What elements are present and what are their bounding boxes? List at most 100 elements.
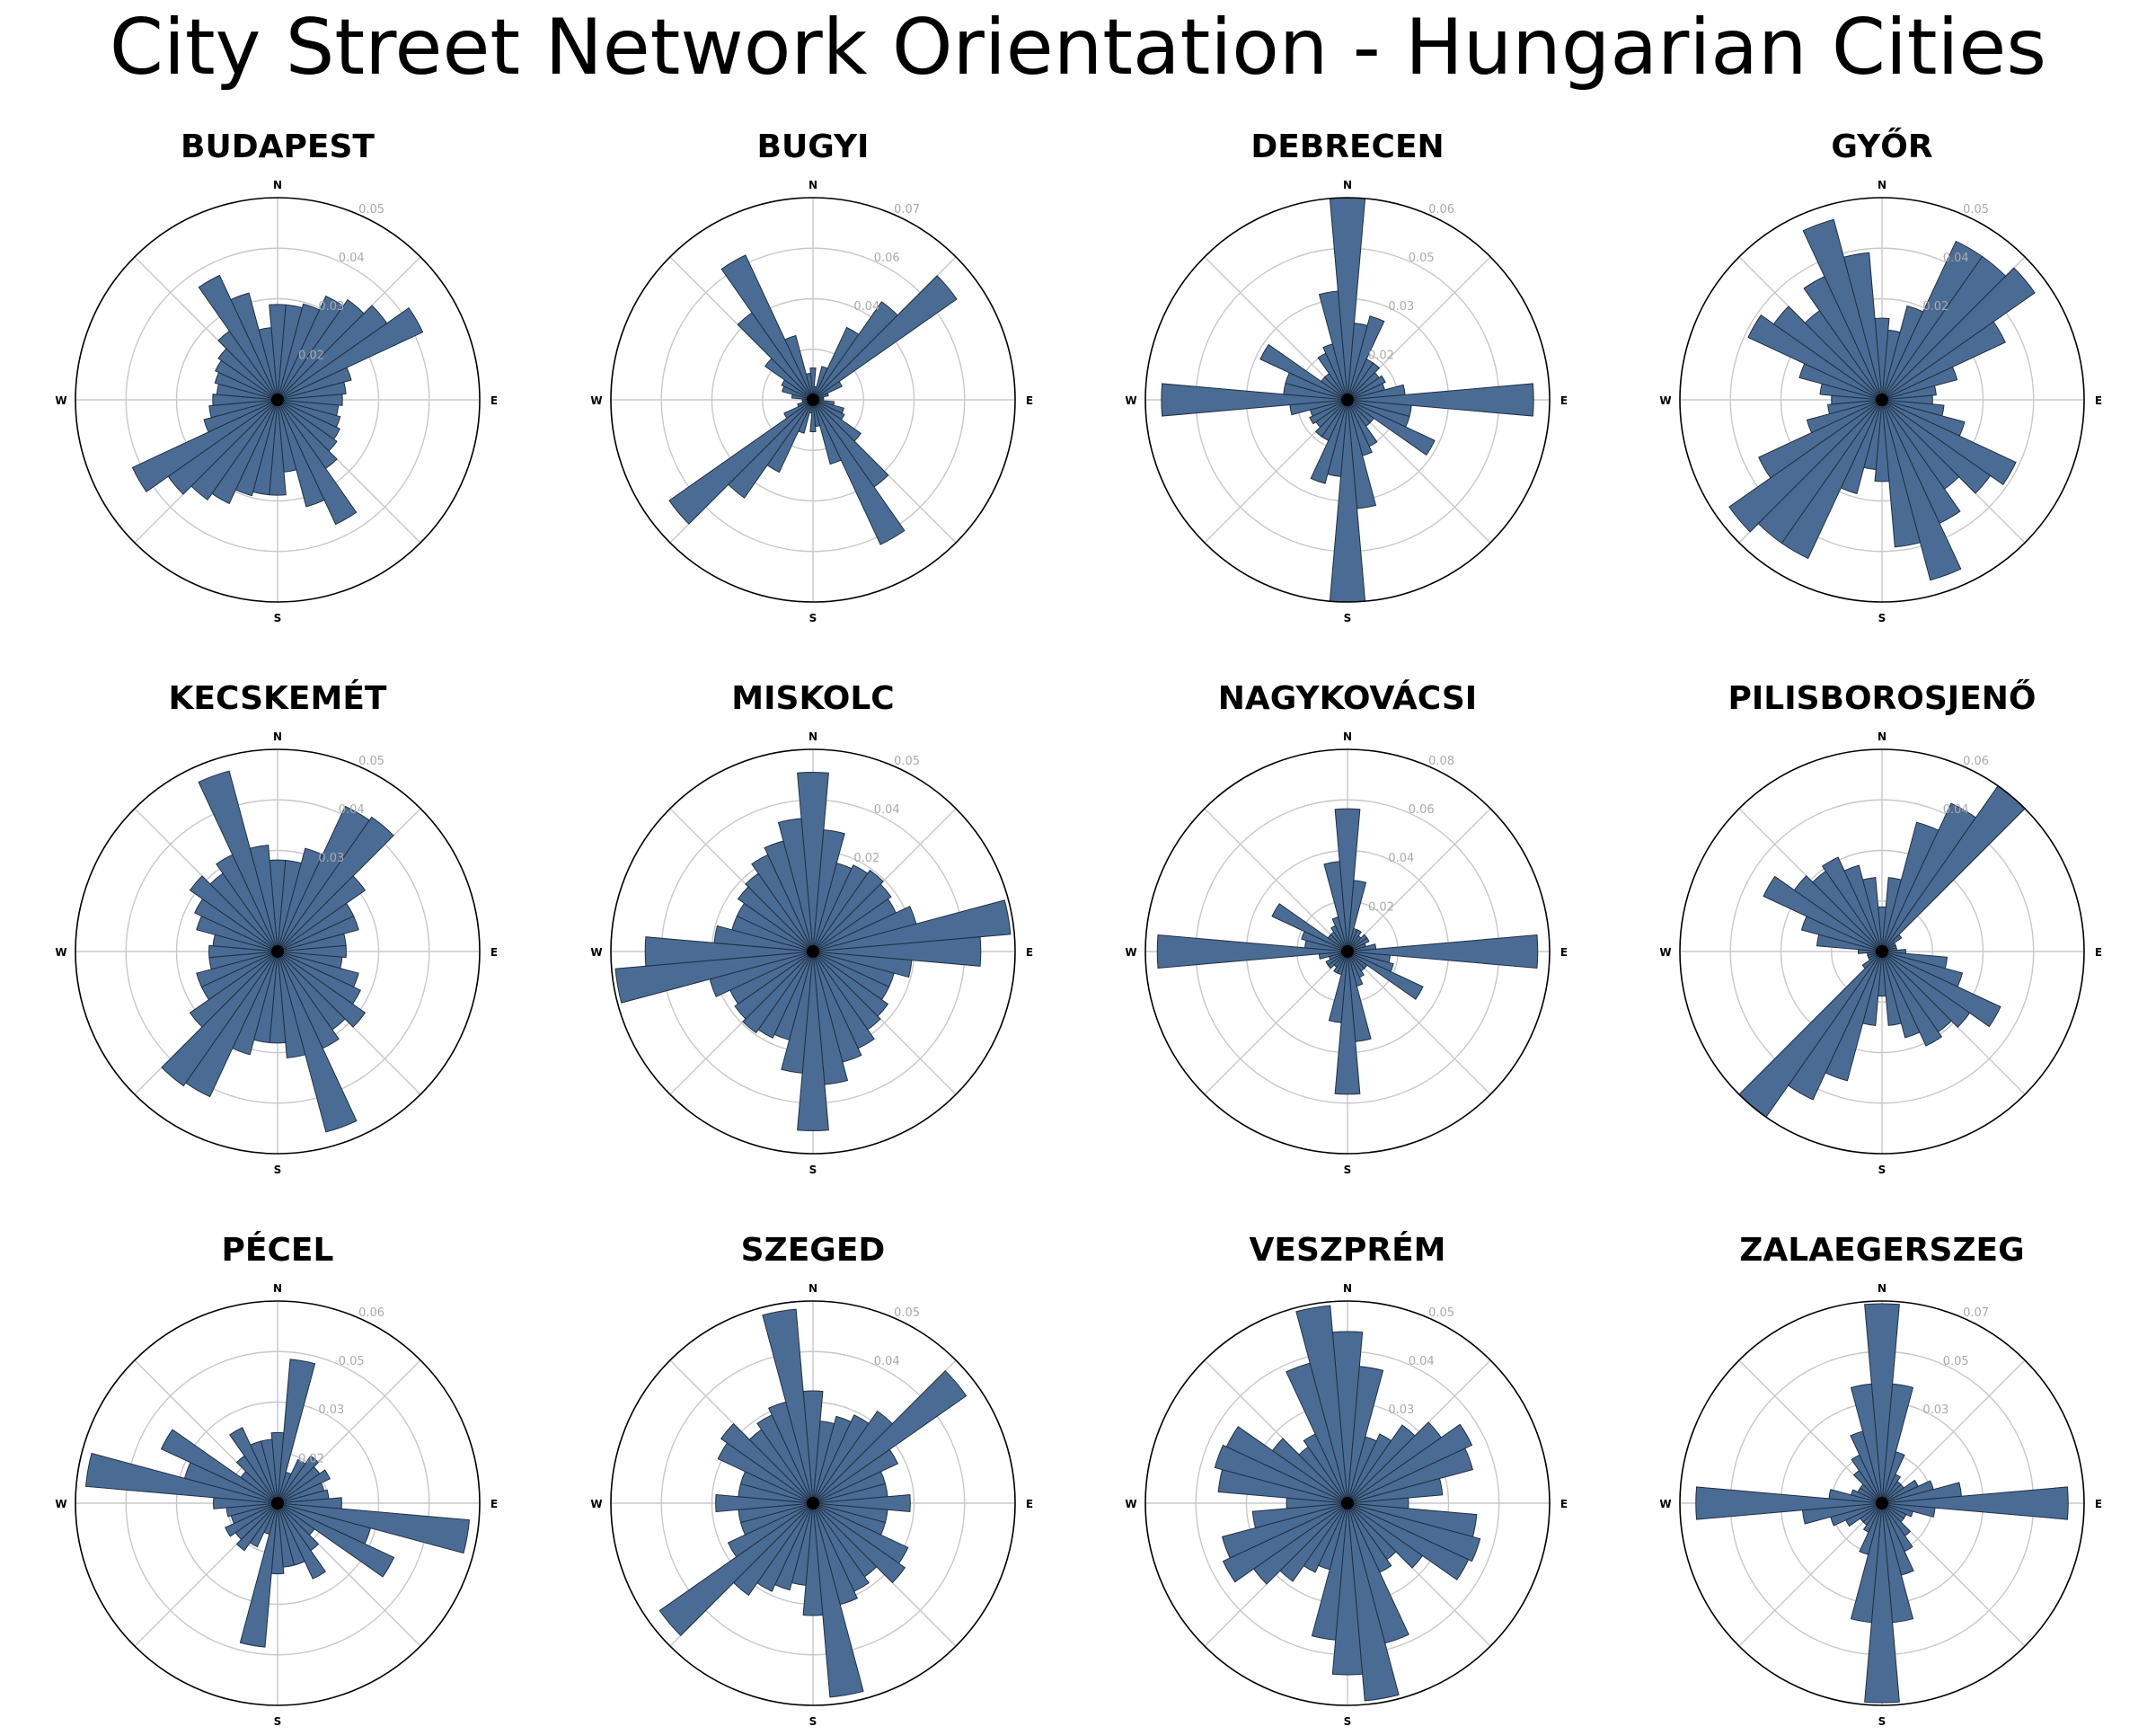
direction-label: S (809, 1164, 817, 1176)
direction-label: S (1878, 1164, 1886, 1176)
direction-label: W (590, 946, 602, 959)
center-hub (271, 945, 284, 958)
orientation-bar (1881, 399, 1922, 548)
center-hub (807, 945, 819, 958)
chart-title: BUGYI (757, 128, 870, 165)
orientation-bar (1221, 1502, 1348, 1559)
orientation-bar (277, 944, 347, 959)
orientation-bar (1347, 1477, 1444, 1504)
orientation-bar (1881, 934, 1903, 952)
direction-label: E (1026, 1498, 1033, 1510)
radial-tick-label: 0.05 (358, 755, 384, 768)
polar-chart: PÉCEL 0.02 0.03 0.05 0.06 N E S W (55, 1231, 498, 1728)
direction-label: E (1026, 394, 1033, 407)
center-hub (271, 394, 284, 406)
radial-tick-label: 0.06 (1409, 803, 1435, 817)
orientation-bar (1802, 218, 1883, 401)
radial-tick-label: 0.03 (318, 852, 344, 865)
direction-label: W (1659, 1498, 1671, 1510)
chart-title: VESZPRÉM (1249, 1231, 1445, 1269)
outer-ring (1144, 1300, 1551, 1706)
orientation-bar (1222, 1502, 1348, 1583)
orientation-bar (1347, 362, 1381, 401)
center-hub (1341, 945, 1354, 958)
orientation-bar (1861, 951, 1883, 969)
orientation-bar (720, 1422, 814, 1504)
radial-tick-label: 0.04 (1943, 252, 1969, 265)
radial-tick-label: 0.04 (1943, 803, 1969, 817)
grid-spoke (1347, 399, 1491, 544)
center-hub (271, 1497, 284, 1509)
orientation-bar (812, 1369, 968, 1504)
orientation-bar (1787, 951, 1883, 1101)
radial-tick-label: 0.04 (1409, 1355, 1435, 1368)
direction-label: N (1343, 179, 1352, 191)
orientation-bar (229, 1427, 278, 1504)
orientation-bar (812, 869, 884, 952)
orientation-bar (812, 275, 958, 401)
center-hub (1876, 945, 1888, 958)
orientation-bar (1881, 951, 1921, 1039)
orientation-bar (277, 399, 325, 508)
direction-label: E (1026, 946, 1033, 959)
orientation-bar (1881, 321, 2006, 401)
direction-label: N (808, 730, 817, 743)
outer-ring (75, 197, 481, 603)
orientation-bar (277, 367, 352, 401)
orientation-bar (189, 951, 278, 1028)
direction-label: N (1878, 730, 1886, 743)
direction-label: S (1878, 612, 1886, 624)
radial-tick-label: 0.05 (1963, 203, 1989, 217)
direction-label: W (590, 1498, 602, 1510)
orientation-bar (1881, 399, 1992, 494)
polar-chart: GYŐR 0.02 0.04 0.05 N E S W (1659, 128, 2102, 624)
orientation-bar (720, 254, 814, 401)
outer-ring (610, 197, 1016, 603)
direction-label: N (1878, 1282, 1886, 1295)
chart-title: BUDAPEST (181, 128, 375, 165)
radial-tick-label: 0.03 (318, 1403, 344, 1417)
radial-tick-label: 0.03 (318, 300, 344, 314)
orientation-bar (777, 818, 814, 952)
orientation-bar (1881, 385, 1937, 401)
orientation-bar (1331, 1502, 1364, 1676)
orientation-bar (1881, 951, 1971, 1028)
orientation-bar (277, 951, 367, 1028)
orientation-bar (1347, 399, 1436, 456)
radial-tick-label: 0.06 (874, 252, 900, 265)
outer-ring (610, 748, 1016, 1155)
orientation-bar (1347, 1502, 1470, 1580)
orientation-bar (277, 915, 359, 952)
polar-chart: VESZPRÉM 0.03 0.04 0.05 N E S W (1125, 1231, 1568, 1728)
orientation-bar (1259, 343, 1348, 401)
center-hub (807, 394, 819, 406)
orientation-bar (1881, 399, 2017, 486)
orientation-bar (1347, 383, 1534, 417)
radial-tick-label: 0.07 (894, 203, 920, 217)
direction-label: S (809, 612, 817, 624)
direction-label: N (273, 730, 282, 743)
radial-tick-label: 0.06 (358, 1306, 384, 1320)
orientation-bar (1881, 1486, 2069, 1520)
orientation-bar (812, 883, 892, 952)
orientation-bar (260, 1438, 278, 1504)
direction-label: W (1125, 946, 1136, 959)
direction-label: N (273, 179, 282, 191)
orientation-bar (1806, 399, 1883, 434)
grid-spoke (1204, 951, 1348, 1095)
orientation-bar (249, 845, 278, 952)
orientation-bar (277, 816, 394, 952)
direction-label: W (1125, 394, 1136, 407)
orientation-bar (742, 951, 814, 1034)
orientation-bar (668, 399, 814, 525)
orientation-bar (1309, 399, 1348, 425)
direction-label: W (1125, 1498, 1136, 1510)
polar-chart: NAGYKOVÁCSI 0.02 0.04 0.06 0.08 N E S W (1125, 679, 1568, 1176)
polar-chart: BUDAPEST 0.02 0.03 0.04 0.05 N E S W (55, 128, 498, 624)
polar-chart: MISKOLC 0.02 0.04 0.05 N E S W (590, 680, 1033, 1176)
direction-label: W (1659, 394, 1671, 407)
orientation-bar (1772, 305, 1883, 401)
radial-tick-label: 0.03 (1922, 1403, 1948, 1417)
direction-label: W (55, 394, 66, 407)
